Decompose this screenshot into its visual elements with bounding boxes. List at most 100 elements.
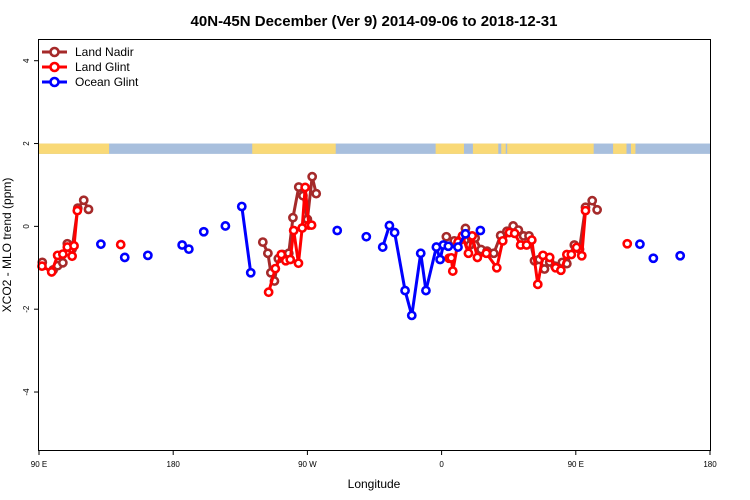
x-tick-label: 90 E [31,460,47,469]
data-point [497,235,508,246]
data-point [526,235,537,245]
data-point [236,201,247,212]
data-point [421,285,431,296]
x-tick-label: 0 [439,460,444,469]
data-point [142,250,153,261]
data-point [592,204,603,215]
data-point [635,239,645,250]
y-axis-label: XCO2 - MLO trend (ppm) [0,178,14,313]
series-land-glint [37,182,633,298]
data-point [332,225,343,236]
data-point [198,226,209,237]
data-point [285,254,296,265]
data-point [300,182,311,193]
data-point [276,249,287,260]
data-point [183,244,194,255]
data-point [69,240,79,251]
series-segment [303,185,311,227]
data-point [441,231,452,242]
data-point [257,237,268,248]
y-tick-label: 0 [22,224,31,229]
land-segment [501,143,506,154]
series-segment [393,231,407,293]
data-point [245,267,256,278]
data-point [415,248,426,259]
land-ocean-mask [39,143,710,154]
series-segment [580,209,587,258]
data-point [288,212,298,223]
land-segment [613,143,627,154]
data-point [361,231,372,242]
data-point [566,249,577,260]
legend-swatch-marker [49,76,60,88]
data-point [78,195,89,206]
series-segment [291,185,301,220]
data-point [400,285,410,296]
data-point [622,238,633,249]
x-axis: 90 E 180 90 W 0 90 E 180 [31,450,717,469]
data-point [463,248,474,259]
series-ocean-glint [95,201,686,321]
data-point [72,205,83,216]
x-axis-label: Longitude [348,477,401,491]
y-tick-label: 4 [22,58,31,63]
y-tick-label: -4 [22,388,31,396]
data-point [460,228,471,239]
data-point [115,239,126,250]
series-segment [530,238,540,286]
series-layer [37,171,686,321]
x-tick-label: 90 W [298,460,317,469]
data-point [648,253,659,264]
data-point [576,250,587,261]
data-point [307,171,318,182]
y-tick-label: -2 [22,305,31,313]
plot-frame [38,39,711,451]
legend-item: Land Nadir [42,45,134,59]
data-point [532,279,543,290]
land-segment [252,143,336,154]
data-point [220,221,231,231]
data-point [447,266,458,276]
series-segment [424,245,438,293]
series-segment [536,253,545,286]
series-segment [419,251,428,293]
land-segment [630,143,636,154]
data-point [675,250,686,261]
data-point [119,252,130,263]
land-segment [507,143,594,154]
data-point [446,252,457,263]
data-point [555,265,566,276]
data-point [83,204,94,215]
data-point [177,240,188,250]
land-segment [39,143,110,154]
data-point [262,248,273,259]
series-segment [240,204,253,275]
data-point [57,249,68,260]
data-point [580,205,591,216]
data-point [406,310,417,321]
data-point [453,242,463,252]
data-point [95,239,106,250]
data-point [311,188,322,199]
data-point [491,262,502,273]
data-point [46,267,57,277]
x-tick-label: 180 [703,460,717,469]
data-point [389,227,400,238]
legend-swatch-marker [49,61,60,73]
data-point [263,287,274,298]
legend-swatch-marker [49,46,60,58]
legend-item: Ocean Glint [42,75,139,89]
land-segment [435,143,464,154]
data-point [384,220,395,231]
chart-title: 40N-45N December (Ver 9) 2014-09-06 to 2… [191,13,558,30]
series-segment [287,216,295,255]
data-point [67,251,78,262]
legend-label: Land Glint [75,60,130,74]
data-point [306,220,317,231]
legend-label: Ocean Glint [75,75,139,89]
x-tick-label: 90 E [568,460,584,469]
legend-label: Land Nadir [75,45,134,59]
series-segment [296,226,304,265]
